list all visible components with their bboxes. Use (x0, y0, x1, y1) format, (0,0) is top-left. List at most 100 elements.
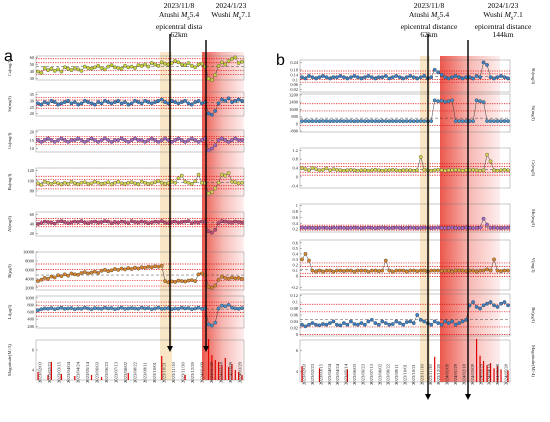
y-axis-label: Magnitude(M>3) (7, 344, 12, 376)
data-point (96, 220, 101, 225)
data-point (345, 322, 350, 327)
data-point (79, 101, 84, 106)
data-point (376, 269, 381, 273)
data-point (502, 300, 507, 304)
y-tick-label: 0.02 (290, 87, 298, 92)
data-point (136, 220, 141, 225)
data-point (139, 179, 144, 184)
magnitude-bar (161, 356, 163, 380)
x-tick-label: 2023/09/11 (394, 364, 399, 385)
data-point (179, 220, 184, 224)
event-arrow-head (167, 346, 173, 352)
y-tick-label: 0.6 (293, 240, 299, 245)
data-point (397, 268, 402, 273)
data-point (199, 219, 204, 224)
data-point (502, 119, 507, 123)
data-point (418, 155, 423, 159)
data-point (310, 268, 315, 273)
data-point (317, 268, 322, 273)
data-point (163, 306, 167, 311)
data-point (366, 168, 371, 173)
data-point (328, 119, 332, 124)
data-point (355, 268, 360, 273)
x-tick-label: 2023/02/23 (47, 361, 52, 383)
data-point (443, 268, 448, 273)
data-point (196, 62, 201, 67)
data-point (415, 269, 420, 273)
magnitude-bar (74, 376, 76, 380)
data-point (328, 268, 332, 273)
data-point (390, 119, 395, 123)
data-point (436, 70, 441, 75)
subplot-vmgl: -0.2 00.10.20.30.40.50.6 V(mg/l) (291, 239, 536, 291)
data-point (418, 75, 423, 80)
data-point (119, 266, 124, 271)
data-point (352, 269, 357, 274)
data-point (488, 119, 493, 124)
data-point (66, 273, 70, 278)
data-point (436, 268, 441, 273)
data-point (443, 168, 448, 173)
data-point (359, 119, 364, 123)
data-point (446, 321, 451, 325)
data-point (146, 264, 151, 269)
x-tick-label: 2023/04/24 (335, 363, 340, 385)
y-tick-label: 0.4 (293, 166, 299, 171)
data-point (478, 225, 482, 230)
data-point (502, 225, 507, 230)
data-point (89, 136, 94, 141)
data-point (408, 268, 413, 273)
data-point (303, 76, 308, 81)
data-point (317, 225, 322, 230)
y-tick-label: 0.1 (293, 77, 299, 82)
y-tick-label: 200 (27, 324, 34, 329)
data-point (422, 119, 427, 124)
data-point (129, 101, 134, 106)
x-tick-label: 2023/04/04 (327, 363, 332, 385)
data-point (116, 268, 121, 272)
data-point (408, 119, 413, 123)
data-point (366, 269, 371, 274)
y-axis-label: Al(mg/l) (7, 215, 12, 232)
y-tick-label: 0.24 (290, 60, 298, 65)
data-point (99, 268, 104, 273)
data-point (422, 225, 427, 230)
data-point (439, 168, 444, 173)
data-point (213, 227, 218, 232)
data-point (183, 306, 188, 311)
data-point (189, 221, 194, 225)
data-point (397, 75, 402, 80)
data-point (36, 222, 40, 226)
data-point (116, 306, 121, 311)
y-axis-label: Mo(mg/l) (531, 209, 536, 227)
data-point (113, 65, 117, 70)
subplot-crmgl: -0.4 0 0.4 0.8 1.2 Cr(mg/l) (291, 147, 536, 188)
data-point (216, 180, 221, 185)
data-point (183, 98, 188, 103)
precursor-band (160, 52, 172, 380)
data-point (49, 306, 54, 310)
data-point (415, 226, 420, 231)
data-point (42, 306, 47, 311)
x-tick-label: 2023/07/13 (369, 363, 374, 385)
data-point (397, 321, 402, 325)
data-point (446, 168, 451, 173)
data-point (153, 264, 157, 269)
y-axis-label: Ca(mg/l) (7, 59, 12, 76)
data-point (220, 60, 224, 65)
data-point (159, 219, 164, 223)
data-point (153, 306, 157, 311)
data-point (183, 63, 188, 68)
x-tick-label: 2024/03/29 (238, 361, 243, 383)
data-point (240, 306, 244, 310)
data-point (79, 219, 84, 223)
data-point (366, 119, 371, 124)
data-point (373, 76, 378, 81)
data-point (223, 219, 228, 224)
data-point (103, 136, 107, 141)
data-point (331, 269, 336, 274)
data-point (119, 219, 124, 224)
data-point (355, 119, 360, 124)
y-tick-label: 0.18 (290, 67, 298, 72)
data-point (173, 100, 177, 104)
